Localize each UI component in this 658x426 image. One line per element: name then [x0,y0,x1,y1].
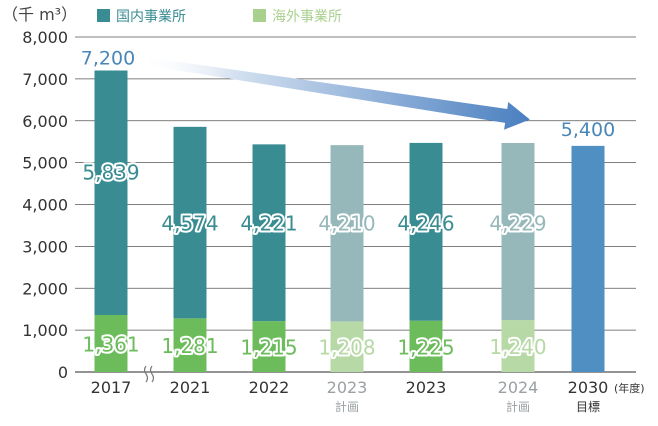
bar-overseas [173,318,207,372]
overseas-value-label: 1,208 [318,336,375,360]
x-tick-sublabel: 計画 [506,399,530,414]
bar-domestic [501,142,535,321]
domestic-value-label: 4,229 [489,211,546,235]
y-axis-unit-label: （千 m³） [2,5,77,24]
x-tick-label: 2023 [406,378,447,397]
total-label-2017: 7,200 [81,48,135,70]
bar-domestic [94,70,128,316]
overseas-value-label: 1,361 [82,333,139,357]
total-label-2030: 5,400 [561,119,615,141]
y-tick-label: 6,000 [22,112,68,131]
bar-overseas [252,321,286,372]
x-tick-label: 2017 [91,378,132,397]
x-tick-label: 2024 [498,378,539,397]
x-tick-label: 2022 [249,378,290,397]
x-tick-label: 2023 [327,378,368,397]
y-tick-label: 4,000 [22,196,68,215]
y-tick-label: 7,000 [22,70,68,89]
bar-overseas [501,320,535,372]
bar-overseas [330,321,364,372]
overseas-value-label: 1,225 [397,335,454,359]
bar-domestic [173,126,207,319]
y-axis: 0 1,000 2,000 3,000 4,000 5,000 6,000 7,000 8,00… [22,28,68,382]
domestic-value-label: 4,210 [318,211,375,235]
y-tick-label: 2,000 [22,279,68,298]
x-tick-sublabel: 目標 [576,400,600,414]
y-tick-label: 3,000 [22,237,68,256]
trend-arrow-path [137,56,530,130]
bar-domestic [409,142,443,321]
y-tick-label: 1,000 [22,321,68,340]
legend-swatch-1 [253,9,266,22]
bar-target-2030 [571,145,605,372]
trend-arrow [137,56,530,130]
x-tick-sublabel: 計画 [335,399,359,414]
bar-overseas [409,320,443,372]
x-tick-label: 2030 [568,378,609,397]
legend: 国内事業所 海外事業所 [97,9,342,25]
domestic-value-label: 4,574 [161,211,218,235]
bars [94,70,605,372]
x-tick-label: 2021 [170,378,211,397]
legend-label-1: 海外事業所 [272,9,342,25]
x-axis: 2017 2021 2022 2023 計画 2023 2024 計画 2030 目標 (年度) [91,378,645,414]
domestic-value-label: 5,839 [82,160,139,184]
data-labels: 1,361 5,839 7,200 1,281 4,574 1,215 4,221 1,208… [80,48,615,362]
y-tick-label: 0 [58,363,68,382]
x-axis-year-unit: (年度) [614,381,645,395]
axis-break-mark [143,365,155,383]
bar-overseas [94,315,128,372]
overseas-value-label: 1,215 [240,336,297,360]
bar-domestic [330,145,364,322]
legend-swatch-0 [97,9,110,22]
y-tick-label: 8,000 [22,28,68,47]
trend-arrow-shape [137,56,530,130]
bar-domestic [252,144,286,322]
legend-label-0: 国内事業所 [116,9,186,25]
overseas-value-label: 1,240 [489,335,546,359]
break-line-1 [143,365,149,383]
break-line-2 [149,365,155,383]
domestic-value-label: 4,246 [397,211,454,235]
y-tick-label: 5,000 [22,154,68,173]
domestic-value-label: 4,221 [240,211,297,235]
overseas-value-label: 1,281 [161,334,218,358]
